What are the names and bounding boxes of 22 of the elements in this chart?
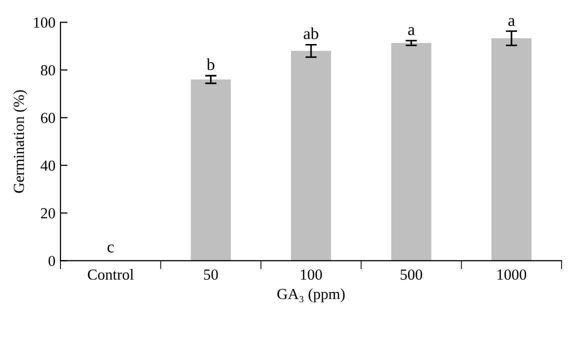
x-tick-label: 1000 (498, 269, 526, 280)
annotation: b (206, 58, 214, 70)
x-tick-label: Control (88, 269, 134, 280)
bar (190, 80, 231, 261)
annotation: c (108, 244, 114, 253)
x-tick-label: 100 (300, 269, 322, 280)
bar (491, 38, 532, 261)
annotation: a (408, 27, 415, 36)
bar (290, 50, 332, 261)
y-tick-label: 40 (40, 160, 56, 171)
y-tick-label: 80 (40, 65, 56, 76)
annotation: ab (304, 27, 318, 40)
x-axis-title: GA₃ (ppm) (277, 288, 345, 302)
y-tick-label: 0 (48, 256, 56, 266)
bar (391, 43, 432, 261)
y-tick-label: 100 (34, 17, 56, 28)
y-tick-label: 20 (41, 208, 56, 218)
y-axis-title: Germination (%) (13, 90, 28, 193)
x-tick-label: 50 (204, 269, 218, 280)
y-tick-label: 60 (41, 112, 56, 124)
annotation: a (508, 18, 515, 26)
x-tick-label: 500 (400, 269, 422, 280)
